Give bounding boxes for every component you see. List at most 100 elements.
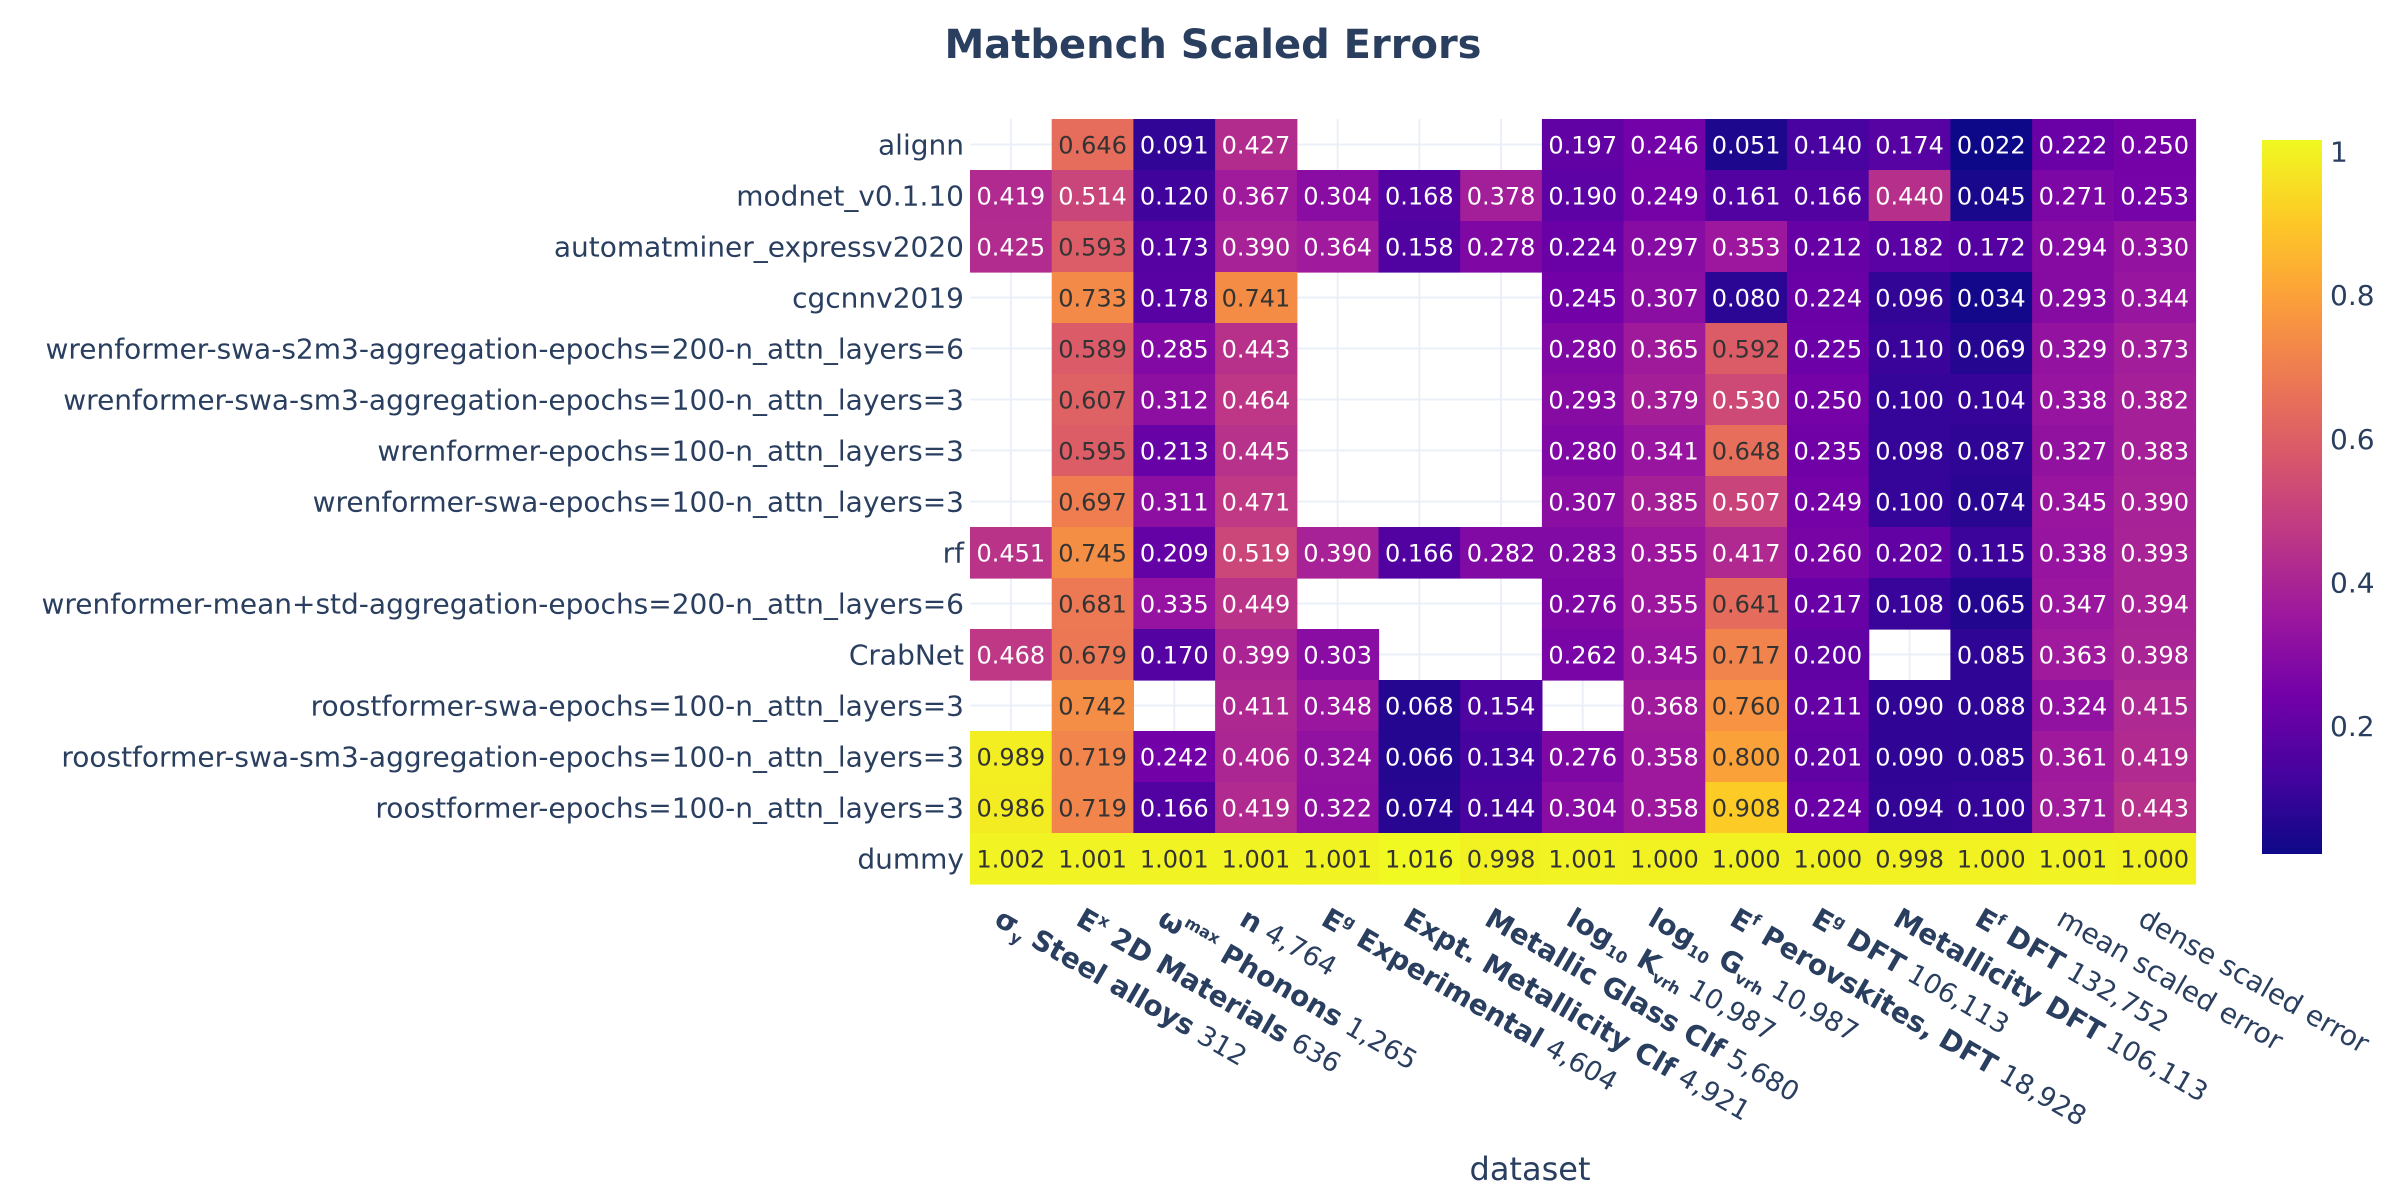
heatmap-cell <box>1787 323 1870 375</box>
cell-value-label: 0.312 <box>1140 387 1209 415</box>
heatmap-cell <box>1215 527 1298 579</box>
heatmap-cell <box>1541 527 1625 579</box>
cell-value-label: 1.001 <box>1303 846 1372 874</box>
heatmap-cell <box>1950 578 2033 630</box>
heatmap-cell <box>1051 731 1134 783</box>
cell-value-label: 0.355 <box>1630 591 1699 619</box>
cell-value-label: 0.209 <box>1140 540 1209 568</box>
cell-value-label: 0.443 <box>1222 336 1291 364</box>
cell-value-label: 0.285 <box>1140 336 1209 364</box>
cell-value-label: 0.745 <box>1058 540 1127 568</box>
heatmap-cell <box>1787 119 1870 171</box>
heatmap-cell <box>970 833 1053 885</box>
heatmap-cell <box>1133 731 1216 783</box>
heatmap-cell <box>2032 527 2115 579</box>
row-label: wrenformer-swa-sm3-aggregation-epochs=10… <box>63 384 964 417</box>
heatmap-cell <box>1705 374 1788 426</box>
heatmap-cell <box>1051 527 1134 579</box>
heatmap-cell <box>1051 833 1134 885</box>
cell-value-label: 0.166 <box>1385 540 1454 568</box>
cell-value-label: 0.322 <box>1303 795 1372 823</box>
cell-value-label: 1.002 <box>976 846 1045 874</box>
cell-value-label: 0.646 <box>1058 132 1127 160</box>
cell-value-label: 0.100 <box>1875 387 1944 415</box>
heatmap-cell <box>2032 680 2115 732</box>
row-label: roostformer-epochs=100-n_attn_layers=3 <box>375 792 964 825</box>
heatmap-cell <box>1623 578 1706 630</box>
heatmap-cell <box>1460 782 1543 834</box>
cell-value-label: 0.140 <box>1793 132 1862 160</box>
cell-value-label: 0.090 <box>1875 744 1944 772</box>
heatmap-cell <box>1787 374 1870 426</box>
colorbar-gradient <box>2262 140 2322 854</box>
heatmap-cell <box>1215 374 1298 426</box>
cell-value-label: 0.742 <box>1058 693 1127 721</box>
heatmap-cell <box>1460 527 1543 579</box>
heatmap-cell <box>1705 782 1788 834</box>
cell-value-label: 0.406 <box>1222 744 1291 772</box>
cell-value-label: 0.464 <box>1222 387 1291 415</box>
heatmap-cell <box>1051 476 1134 528</box>
cell-value-label: 0.379 <box>1630 387 1699 415</box>
row-label: automatminer_expressv2020 <box>554 231 964 264</box>
cell-value-label: 1.000 <box>1793 846 1862 874</box>
heatmap-cell <box>1215 425 1298 477</box>
heatmap-cell <box>1868 731 1951 783</box>
heatmap-cell <box>1868 425 1951 477</box>
cell-value-label: 0.224 <box>1793 285 1862 313</box>
cell-value-label: 0.100 <box>1875 489 1944 517</box>
heatmap-cell <box>2032 272 2115 324</box>
heatmap-cell <box>1051 170 1134 222</box>
cell-value-label: 0.222 <box>2039 132 2108 160</box>
row-label: wrenformer-swa-epochs=100-n_attn_layers=… <box>313 486 964 519</box>
heatmap-cell <box>1950 119 2033 171</box>
cell-value-label: 0.104 <box>1957 387 2026 415</box>
cell-value-label: 0.390 <box>2120 489 2189 517</box>
cell-value-label: 0.514 <box>1058 183 1127 211</box>
cell-value-label: 0.166 <box>1140 795 1209 823</box>
heatmap-cell <box>1868 170 1951 222</box>
heatmap-cell <box>2032 374 2115 426</box>
cell-value-label: 0.066 <box>1385 744 1454 772</box>
cell-value-label: 0.399 <box>1222 642 1291 670</box>
cell-value-label: 0.217 <box>1793 591 1862 619</box>
heatmap-cell <box>1705 731 1788 783</box>
heatmap-cell <box>1950 170 2033 222</box>
heatmap-cell <box>1051 680 1134 732</box>
cell-value-label: 0.051 <box>1712 132 1781 160</box>
heatmap-cell <box>970 629 1053 681</box>
heatmap-cell <box>1378 782 1461 834</box>
heatmap-cell <box>2113 170 2197 222</box>
heatmap-cell <box>1541 425 1625 477</box>
heatmap-cell <box>1950 272 2033 324</box>
heatmap-cell <box>970 221 1053 273</box>
cell-value-label: 0.378 <box>1467 183 1536 211</box>
cell-value-label: 0.385 <box>1630 489 1699 517</box>
heatmap-cell <box>1133 527 1216 579</box>
heatmap-cell <box>970 782 1053 834</box>
cell-value-label: 0.519 <box>1222 540 1291 568</box>
heatmap-cell <box>970 731 1053 783</box>
heatmap-cell <box>2113 323 2197 375</box>
cell-value-label: 0.068 <box>1385 693 1454 721</box>
cell-value-label: 0.324 <box>2039 693 2108 721</box>
heatmap-cell <box>1460 680 1543 732</box>
colorbar-tick-label: 0.8 <box>2330 279 2375 312</box>
cell-value-label: 0.440 <box>1875 183 1944 211</box>
heatmap-cell <box>1623 629 1706 681</box>
heatmap-cell <box>1950 425 2033 477</box>
heatmap-cell <box>1868 221 1951 273</box>
heatmap-cell <box>1215 221 1298 273</box>
heatmap-cell <box>1215 629 1298 681</box>
heatmap-cell <box>1133 578 1216 630</box>
heatmap-cell <box>1215 731 1298 783</box>
heatmap-cell <box>2113 833 2197 885</box>
heatmap-cell <box>1623 170 1706 222</box>
heatmap-cell <box>1051 425 1134 477</box>
cell-value-label: 0.224 <box>1793 795 1862 823</box>
cell-value-label: 0.278 <box>1467 234 1536 262</box>
cell-value-label: 0.074 <box>1385 795 1454 823</box>
cell-value-label: 0.679 <box>1058 642 1127 670</box>
heatmap-cell <box>1541 833 1625 885</box>
cell-value-label: 0.443 <box>2120 795 2189 823</box>
